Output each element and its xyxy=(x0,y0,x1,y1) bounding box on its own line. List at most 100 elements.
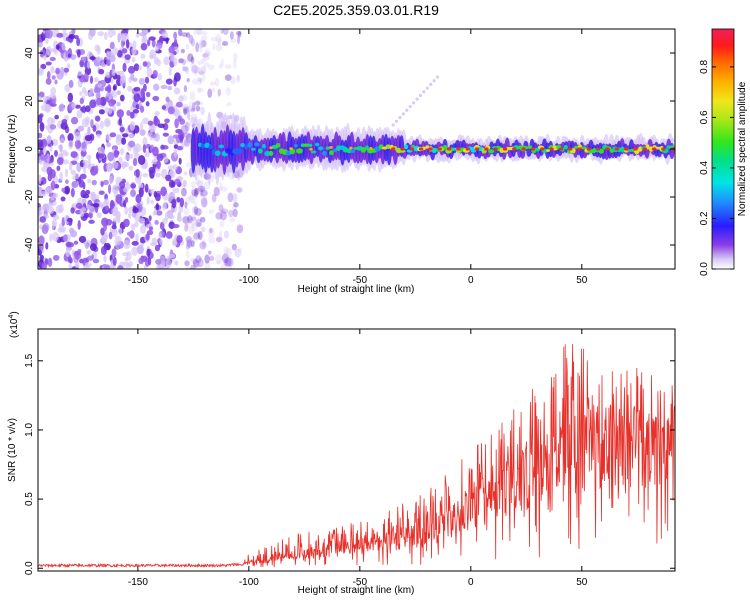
spectrogram-signal-core xyxy=(268,150,274,157)
spectrogram-noise-blob xyxy=(83,167,87,174)
spectrogram-noise-blob xyxy=(46,116,54,127)
spectrogram-noise-blob xyxy=(45,77,52,85)
spectrogram-noise-blob xyxy=(196,60,203,66)
spectrogram-faint-track xyxy=(408,104,412,109)
spectrogram-noise-blob xyxy=(154,193,161,202)
spectrogram-noise-blob xyxy=(221,253,229,264)
spectrogram-noise-blob xyxy=(174,118,179,129)
spectrogram-noise-blob xyxy=(173,72,181,82)
spectrogram-noise-blob xyxy=(41,224,49,235)
spectrogram-signal-peak xyxy=(289,147,293,151)
snr-scale-label: (x104) xyxy=(8,311,20,338)
spectrogram-signal-core xyxy=(425,145,430,149)
spectrogram-noise-blob xyxy=(188,226,195,235)
spectrogram-noise-blob xyxy=(71,29,76,35)
spectrogram-noise-blob xyxy=(188,101,194,109)
spectrogram-noise-blob xyxy=(38,235,45,246)
spectrogram-noise-blob xyxy=(50,195,55,201)
spectrogram-signal-peak xyxy=(349,146,353,150)
spectrogram-noise-blob xyxy=(109,199,115,210)
spectrogram-noise-blob xyxy=(154,244,161,252)
spectrogram-noise-blob xyxy=(38,69,44,74)
spectrogram-noise-blob xyxy=(70,116,79,125)
spectrogram-noise-blob xyxy=(49,124,57,130)
spectrogram-noise-blob xyxy=(100,204,104,209)
spectrogram-noise-blob xyxy=(121,137,127,145)
spectrogram-noise-blob xyxy=(208,209,215,214)
spectrogram-noise-blob xyxy=(97,31,105,37)
spectrogram-signal-peak xyxy=(446,147,452,151)
spectrogram-noise-blob xyxy=(97,153,105,159)
snr-y-tick-label: 1.5 xyxy=(24,353,35,367)
spectrogram-noise-blob xyxy=(92,124,97,133)
spectrogram-noise-blob xyxy=(84,105,91,113)
spectrogram-noise-blob xyxy=(155,172,161,178)
spectrogram-noise-blob xyxy=(148,166,155,175)
spectrogram-noise-blob xyxy=(51,75,56,80)
spectrogram-signal-peak xyxy=(390,147,396,151)
spectrogram-noise-blob xyxy=(68,139,74,150)
spectrogram-noise-blob xyxy=(93,57,101,67)
spectrogram-noise-blob xyxy=(237,30,242,38)
spectrogram-noise-blob xyxy=(61,42,66,51)
spectrogram-signal-peak xyxy=(605,147,610,151)
spectrogram-noise-blob xyxy=(197,230,203,241)
spectrogram-signal-core xyxy=(214,150,221,156)
spectrogram-noise-blob xyxy=(119,181,126,189)
spectrogram-signal-peak xyxy=(633,147,638,151)
spectrogram-noise-blob xyxy=(119,94,125,102)
spectrogram-noise-blob xyxy=(198,218,203,228)
snr-scale-base: (x10 xyxy=(9,318,20,338)
spectrogram-signal-band xyxy=(572,141,579,158)
spectrogram-noise-blob xyxy=(42,29,48,32)
spectrogram-noise-blob xyxy=(49,171,53,181)
spectrogram-noise-blob xyxy=(120,147,124,156)
spectrogram-noise-blob xyxy=(105,51,110,60)
spectrogram-noise-blob xyxy=(107,84,112,94)
spectrogram-noise-blob xyxy=(178,58,184,64)
spectrogram-noise-blob xyxy=(161,105,167,110)
spectrogram-noise-blob xyxy=(156,210,163,216)
spectrogram-noise-blob xyxy=(140,87,145,98)
spectrogram-noise-blob xyxy=(103,198,110,206)
spectrogram-noise-blob xyxy=(223,258,229,267)
spectrogram-noise-blob xyxy=(50,65,55,74)
spectrogram-noise-blob xyxy=(77,70,83,77)
spectrogram-noise-blob xyxy=(130,73,135,81)
spectrogram-noise-blob xyxy=(200,226,206,233)
spectrogram-noise-blob xyxy=(167,106,175,115)
spectrogram-noise-blob xyxy=(220,263,228,269)
spectrogram-noise-blob xyxy=(148,226,154,231)
spectrogram-noise-blob xyxy=(192,258,198,265)
spectrogram-noise-blob xyxy=(195,105,201,112)
spectrogram-noise-blob xyxy=(55,67,61,75)
spectrogram-noise-blob xyxy=(173,57,178,66)
spectrogram-noise-blob xyxy=(185,66,189,75)
svg-text:(x104): (x104) xyxy=(8,311,20,338)
spectrogram-noise-blob xyxy=(220,186,228,192)
spectrogram-noise-blob xyxy=(124,206,128,216)
spectrogram-noise-blob xyxy=(172,237,177,247)
spectrogram-noise-blob xyxy=(116,134,120,140)
spectrogram-noise-blob xyxy=(94,165,99,175)
spectrogram-noise-blob xyxy=(104,205,110,211)
spectrogram-noise-blob xyxy=(140,42,148,51)
spectrogram-noise-blob xyxy=(46,71,51,79)
spectrogram-noise-blob xyxy=(156,160,161,170)
spectrogram-noise-blob xyxy=(131,56,136,63)
spectrogram-noise-blob xyxy=(50,180,56,191)
spectrogram-noise-blob xyxy=(192,211,197,218)
spectrogram-noise-blob xyxy=(112,85,117,91)
spectrogram-signal-peak xyxy=(418,147,424,151)
spectrogram-noise-blob xyxy=(161,31,169,39)
spectrogram-noise-blob xyxy=(228,114,233,120)
spectrogram-noise-blob xyxy=(106,164,112,173)
spectrogram-noise-blob xyxy=(165,231,173,239)
spectrogram-noise-blob xyxy=(130,189,136,198)
spectrogram-noise-blob xyxy=(202,53,209,58)
spectrogram-noise-blob xyxy=(65,179,69,185)
spectrogram-noise-blob xyxy=(190,181,197,188)
spectrogram-signal-core xyxy=(244,144,249,150)
spectrogram-noise-blob xyxy=(200,189,208,197)
spectrogram-noise-blob xyxy=(220,58,224,67)
